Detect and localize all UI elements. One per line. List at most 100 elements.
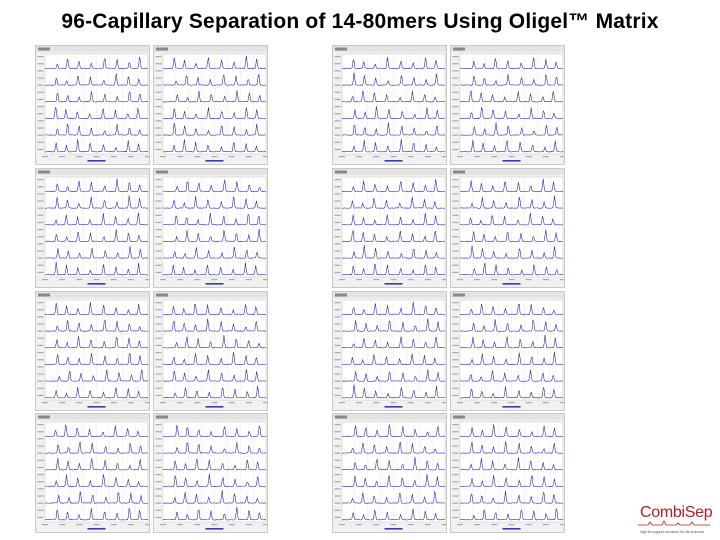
capillary-trace xyxy=(459,386,564,399)
y-tick-label xyxy=(155,257,162,259)
capillary-trace xyxy=(44,246,149,259)
y-tick-label xyxy=(334,106,341,108)
capillary-trace xyxy=(459,263,564,276)
y-tick-label xyxy=(155,148,162,151)
x-tick-label xyxy=(407,402,414,404)
x-tick-label xyxy=(542,402,549,404)
y-tick-label xyxy=(452,309,459,311)
y-tick-label xyxy=(37,452,44,454)
x-axis-label xyxy=(502,406,521,408)
x-tick-label xyxy=(127,524,134,526)
x-axis-label xyxy=(384,283,403,285)
x-tick-label xyxy=(263,156,267,158)
y-tick-label xyxy=(334,424,341,426)
logo-trace-icon xyxy=(638,520,710,526)
x-tick-label xyxy=(508,279,515,281)
capillary-panel-1 xyxy=(35,45,150,165)
y-tick-label xyxy=(452,179,459,181)
y-tick-label xyxy=(452,373,459,375)
x-tick-label xyxy=(373,524,380,526)
y-tick-label xyxy=(155,120,162,122)
panel-header xyxy=(36,292,149,298)
capillary-trace xyxy=(459,334,564,349)
y-tick-label xyxy=(155,344,162,347)
y-tick-label xyxy=(452,84,459,86)
x-tick-label xyxy=(245,402,252,404)
y-tick-label xyxy=(37,193,44,195)
x-axis-label xyxy=(87,283,106,285)
capillary-trace xyxy=(341,72,446,86)
y-tick-label xyxy=(37,221,44,224)
capillary-panel-9 xyxy=(332,45,447,165)
y-tick-label xyxy=(37,236,44,238)
x-tick-label xyxy=(59,524,66,526)
y-tick-label xyxy=(155,271,162,274)
y-tick-label xyxy=(334,309,341,311)
x-tick-label xyxy=(228,279,235,281)
x-tick-label xyxy=(177,156,184,158)
x-axis-label xyxy=(502,283,521,285)
capillary-trace xyxy=(459,490,564,504)
x-tick-label xyxy=(127,279,134,281)
x-tick-label xyxy=(390,279,397,281)
y-tick-label xyxy=(37,474,44,476)
x-tick-label xyxy=(390,402,397,404)
capillary-trace xyxy=(44,458,149,471)
y-tick-label xyxy=(155,380,162,382)
y-tick-label xyxy=(37,106,44,108)
y-tick-label xyxy=(37,127,44,129)
capillary-trace xyxy=(459,245,564,259)
x-tick-label xyxy=(508,524,515,526)
panel-header-label xyxy=(335,170,347,174)
y-tick-label xyxy=(452,380,459,382)
capillary-trace xyxy=(162,424,267,437)
y-tick-label xyxy=(155,424,162,426)
x-tick-label xyxy=(177,279,184,281)
y-tick-label xyxy=(452,200,459,202)
y-tick-label xyxy=(452,509,459,511)
capillary-trace xyxy=(459,122,564,136)
capillary-trace xyxy=(162,473,267,487)
capillary-trace xyxy=(341,473,446,487)
y-tick-label xyxy=(155,309,162,311)
capillary-trace xyxy=(459,90,564,103)
y-tick-label xyxy=(155,264,162,266)
x-tick-label xyxy=(474,524,481,526)
capillary-panel-8 xyxy=(153,413,268,533)
panel-header-label xyxy=(335,47,347,51)
x-tick-label xyxy=(390,524,397,526)
capillary-trace xyxy=(162,506,267,521)
capillary-trace xyxy=(341,57,446,69)
capillary-trace xyxy=(459,73,564,86)
y-tick-label xyxy=(37,387,44,389)
y-tick-label xyxy=(334,330,341,332)
y-tick-label xyxy=(452,488,459,490)
y-tick-label xyxy=(37,120,44,122)
electropherogram-plot xyxy=(36,414,149,530)
y-tick-label xyxy=(452,452,459,454)
electropherogram-plot xyxy=(451,292,564,408)
y-tick-label xyxy=(452,337,459,339)
y-tick-label xyxy=(452,186,459,188)
capillary-trace xyxy=(44,507,149,521)
y-tick-label xyxy=(452,113,459,115)
electropherogram-plot xyxy=(333,292,446,408)
panel-header xyxy=(36,169,149,175)
capillary-trace xyxy=(459,441,564,454)
y-tick-label xyxy=(155,488,162,490)
x-tick-label xyxy=(356,279,363,281)
capillary-trace xyxy=(44,319,149,332)
y-tick-label xyxy=(155,495,162,497)
y-tick-label xyxy=(452,229,459,231)
capillary-trace xyxy=(341,369,446,382)
y-tick-label xyxy=(155,98,162,101)
x-tick-label xyxy=(93,524,100,526)
y-tick-label xyxy=(452,221,459,224)
y-tick-label xyxy=(37,431,44,433)
x-tick-label xyxy=(228,524,235,526)
capillary-panel-14 xyxy=(450,291,565,411)
capillary-trace xyxy=(162,303,267,316)
capillary-trace xyxy=(459,57,564,69)
y-tick-label xyxy=(155,373,162,375)
y-tick-label xyxy=(334,445,341,447)
